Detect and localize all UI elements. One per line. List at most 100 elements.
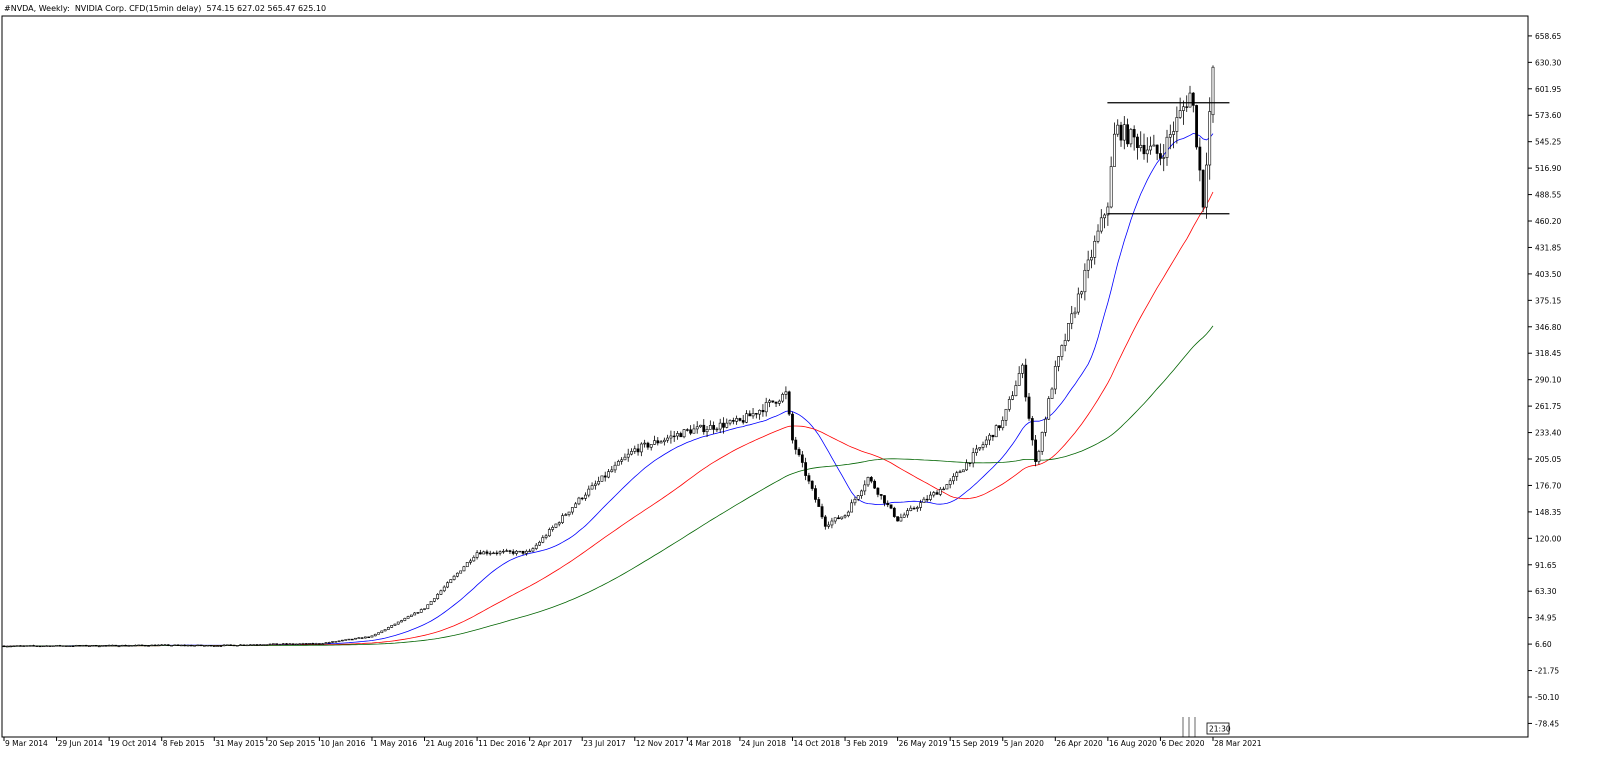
candle-body bbox=[731, 420, 735, 422]
x-tick-label: 20 Sep 2015 bbox=[268, 739, 316, 748]
candle-body bbox=[873, 480, 877, 489]
candle bbox=[288, 643, 292, 645]
candle-body bbox=[327, 642, 331, 644]
candle-body bbox=[879, 494, 883, 496]
candle-body bbox=[1185, 106, 1189, 108]
candle bbox=[623, 453, 627, 461]
candle bbox=[455, 572, 459, 578]
candle-body bbox=[78, 645, 81, 647]
candle bbox=[699, 424, 702, 428]
candle bbox=[206, 644, 210, 647]
candle-body bbox=[965, 462, 969, 471]
candle bbox=[1116, 119, 1120, 137]
candle-body bbox=[998, 425, 1001, 429]
candle bbox=[314, 642, 318, 645]
candle-body bbox=[577, 497, 581, 505]
candle bbox=[81, 644, 85, 647]
candle bbox=[255, 644, 259, 646]
candle bbox=[1113, 122, 1116, 167]
candle-body bbox=[265, 644, 269, 646]
candle bbox=[298, 643, 302, 645]
candle-body bbox=[120, 644, 124, 647]
candle bbox=[567, 511, 571, 517]
candle bbox=[216, 645, 219, 647]
candle-body bbox=[212, 645, 216, 647]
candle-body bbox=[570, 507, 574, 513]
candle-body bbox=[239, 644, 242, 646]
candle-body bbox=[235, 645, 239, 647]
candle-body bbox=[1208, 111, 1212, 166]
candle-body bbox=[55, 645, 58, 647]
candle bbox=[935, 490, 939, 495]
candle-body bbox=[505, 550, 509, 552]
candle bbox=[212, 645, 216, 647]
candle-body bbox=[971, 452, 975, 464]
candle bbox=[344, 639, 348, 641]
y-tick-label: 431.85 bbox=[1535, 243, 1561, 252]
candle bbox=[1152, 134, 1156, 147]
candle bbox=[590, 482, 594, 490]
y-tick-label: 63.30 bbox=[1535, 587, 1557, 596]
candle bbox=[354, 637, 357, 640]
candle-body bbox=[1172, 131, 1175, 135]
candle-body bbox=[863, 484, 867, 492]
y-tick-label: 375.15 bbox=[1535, 296, 1561, 305]
candle bbox=[518, 550, 522, 553]
candle-body bbox=[584, 494, 587, 499]
candle bbox=[1034, 434, 1037, 467]
candle bbox=[682, 428, 686, 439]
candle-body bbox=[501, 550, 505, 553]
time-badge-box bbox=[1206, 722, 1230, 735]
candle-body bbox=[899, 516, 903, 522]
candle bbox=[42, 645, 45, 647]
candle-body bbox=[975, 448, 978, 453]
candle bbox=[166, 644, 170, 647]
candle bbox=[597, 476, 601, 486]
candle bbox=[9, 645, 12, 648]
candle-body bbox=[728, 420, 732, 424]
candle-body bbox=[186, 644, 190, 647]
y-tick-label: 120.00 bbox=[1535, 534, 1561, 543]
candle-body bbox=[695, 426, 699, 430]
candle bbox=[984, 436, 988, 448]
candle bbox=[952, 473, 955, 485]
candle-body bbox=[511, 551, 515, 554]
candle bbox=[607, 468, 610, 479]
candle bbox=[334, 641, 338, 643]
candle-body bbox=[764, 402, 768, 413]
candle-body bbox=[68, 645, 72, 647]
candle-body bbox=[952, 476, 955, 482]
candle bbox=[863, 480, 867, 496]
candle-body bbox=[268, 643, 272, 646]
candle-body bbox=[71, 645, 75, 647]
candle-body bbox=[15, 645, 19, 647]
x-tick-label: 3 Feb 2019 bbox=[846, 739, 888, 748]
candle-body bbox=[633, 448, 637, 452]
x-tick-label: 9 Mar 2014 bbox=[5, 739, 48, 748]
candle bbox=[521, 550, 525, 555]
candle bbox=[554, 523, 558, 529]
candle-body bbox=[140, 644, 144, 647]
candle bbox=[406, 615, 410, 619]
candle-body bbox=[823, 516, 827, 527]
x-tick-label: 29 Jun 2014 bbox=[58, 739, 103, 748]
candle-body bbox=[1162, 157, 1166, 159]
candle bbox=[860, 489, 863, 499]
candle bbox=[199, 644, 203, 647]
candle-body bbox=[978, 447, 982, 450]
candle-body bbox=[1086, 259, 1090, 271]
candle-body bbox=[403, 618, 407, 621]
candle-body bbox=[350, 638, 354, 641]
candle-body bbox=[689, 429, 693, 434]
candle bbox=[1040, 431, 1044, 455]
candle-body bbox=[81, 644, 85, 647]
candle-body bbox=[396, 621, 400, 625]
candle-body bbox=[1159, 153, 1162, 159]
candle-body bbox=[1201, 169, 1205, 208]
candle bbox=[1057, 355, 1060, 372]
candle bbox=[245, 644, 249, 647]
candle bbox=[1067, 323, 1070, 342]
candle-body bbox=[334, 641, 338, 643]
